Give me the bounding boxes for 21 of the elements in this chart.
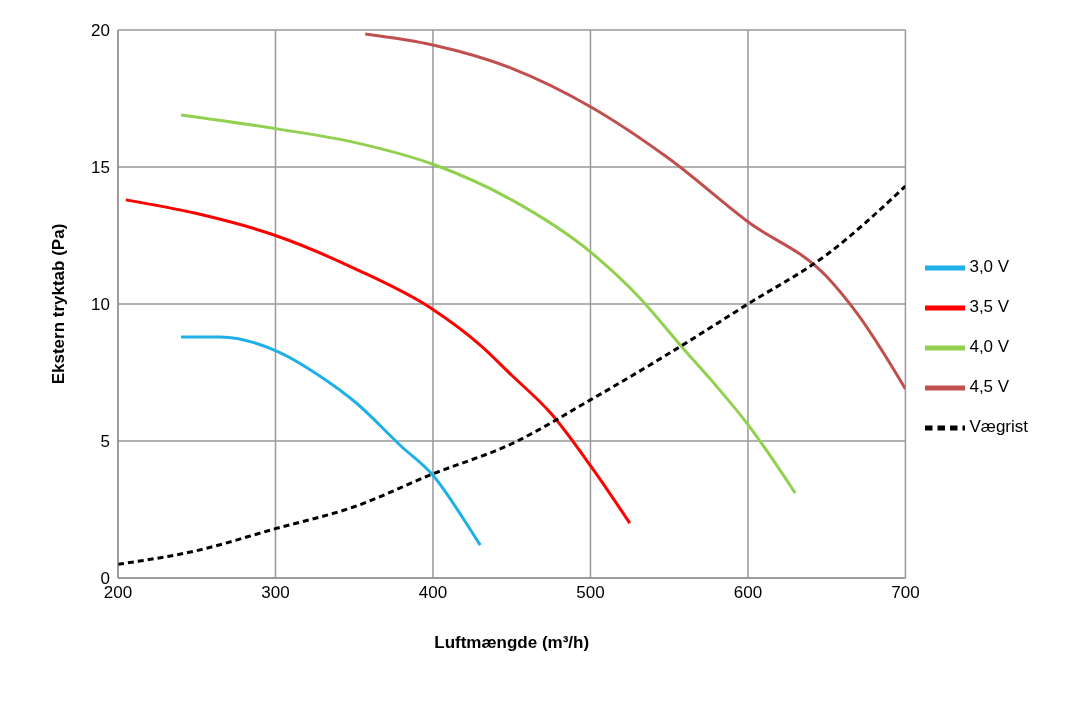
line-series xyxy=(118,184,906,566)
legend-label: 3,5 V xyxy=(969,297,1010,317)
x-tick-label: 600 xyxy=(733,583,763,603)
line-series xyxy=(179,335,482,547)
x-tick-label: 400 xyxy=(418,583,448,603)
legend-label: Vægrist xyxy=(969,417,1028,437)
legend-label: 3,0 V xyxy=(969,257,1010,277)
x-tick-label: 500 xyxy=(576,583,605,603)
y-axis-title: Ekstern tryktab (Pa) xyxy=(49,223,69,385)
y-tick-label: 10 xyxy=(91,295,110,315)
line-series xyxy=(363,32,906,391)
x-tick-label: 700 xyxy=(891,583,920,603)
line-series xyxy=(124,198,632,525)
x-tick-label: 300 xyxy=(261,583,290,603)
legend-label: 4,0 V xyxy=(969,337,1010,357)
legend-label: 4,5 V xyxy=(969,377,1010,397)
line-series xyxy=(179,113,797,495)
x-axis-title: Luftmængde (m³/h) xyxy=(434,633,590,652)
y-tick-label: 20 xyxy=(91,21,110,41)
y-tick-label: 5 xyxy=(100,432,110,452)
y-tick-label: 15 xyxy=(91,158,110,178)
